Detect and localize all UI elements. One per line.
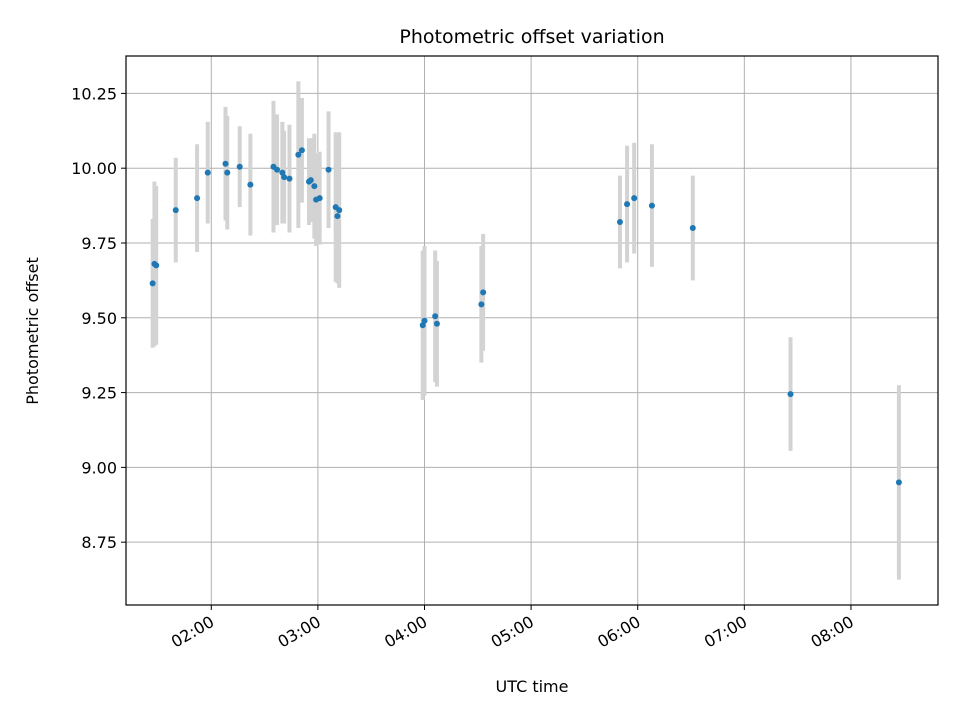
data-point [325,166,332,173]
y-tick-label: 8.75 [81,533,117,552]
data-point [616,219,623,226]
data-point [194,195,201,202]
data-point [298,147,305,154]
data-points [149,147,902,486]
data-point [334,213,341,220]
data-point [895,479,902,486]
y-tick-label: 10.25 [71,84,117,103]
plot-frame [125,55,939,606]
data-point [295,151,302,158]
data-point [307,177,314,184]
data-point [419,322,426,329]
y-axis-label: Photometric offset [23,257,42,405]
data-point [172,207,179,214]
y-tick-label: 9.50 [81,309,117,328]
data-point [787,391,794,398]
y-tick-label: 9.75 [81,234,117,253]
chart-title: Photometric offset variation [399,26,664,48]
y-tick-label: 10.00 [71,159,117,178]
data-point [149,280,156,287]
data-point [153,262,160,269]
data-point [689,225,696,232]
data-point [236,163,243,170]
data-point [281,174,288,181]
x-axis-label: UTC time [496,677,569,696]
y-axis-ticks: 8.75 9.00 9.25 9.50 9.75 10.00 10.25 [71,84,126,552]
data-point [421,317,428,324]
data-point [648,202,655,209]
data-point [222,160,229,167]
data-point [432,313,439,320]
y-tick-label: 9.00 [81,458,117,477]
data-point [631,195,638,202]
data-point [478,301,485,308]
data-point [624,201,631,208]
data-point [316,195,323,202]
data-point [480,289,487,296]
data-point [204,169,211,176]
data-point [311,183,318,190]
data-point [279,169,286,176]
data-point [433,320,440,327]
data-point [224,169,231,176]
data-point [286,175,293,182]
y-tick-label: 9.25 [81,384,117,403]
data-point [274,166,281,173]
data-point [336,207,343,214]
data-point [247,181,254,188]
